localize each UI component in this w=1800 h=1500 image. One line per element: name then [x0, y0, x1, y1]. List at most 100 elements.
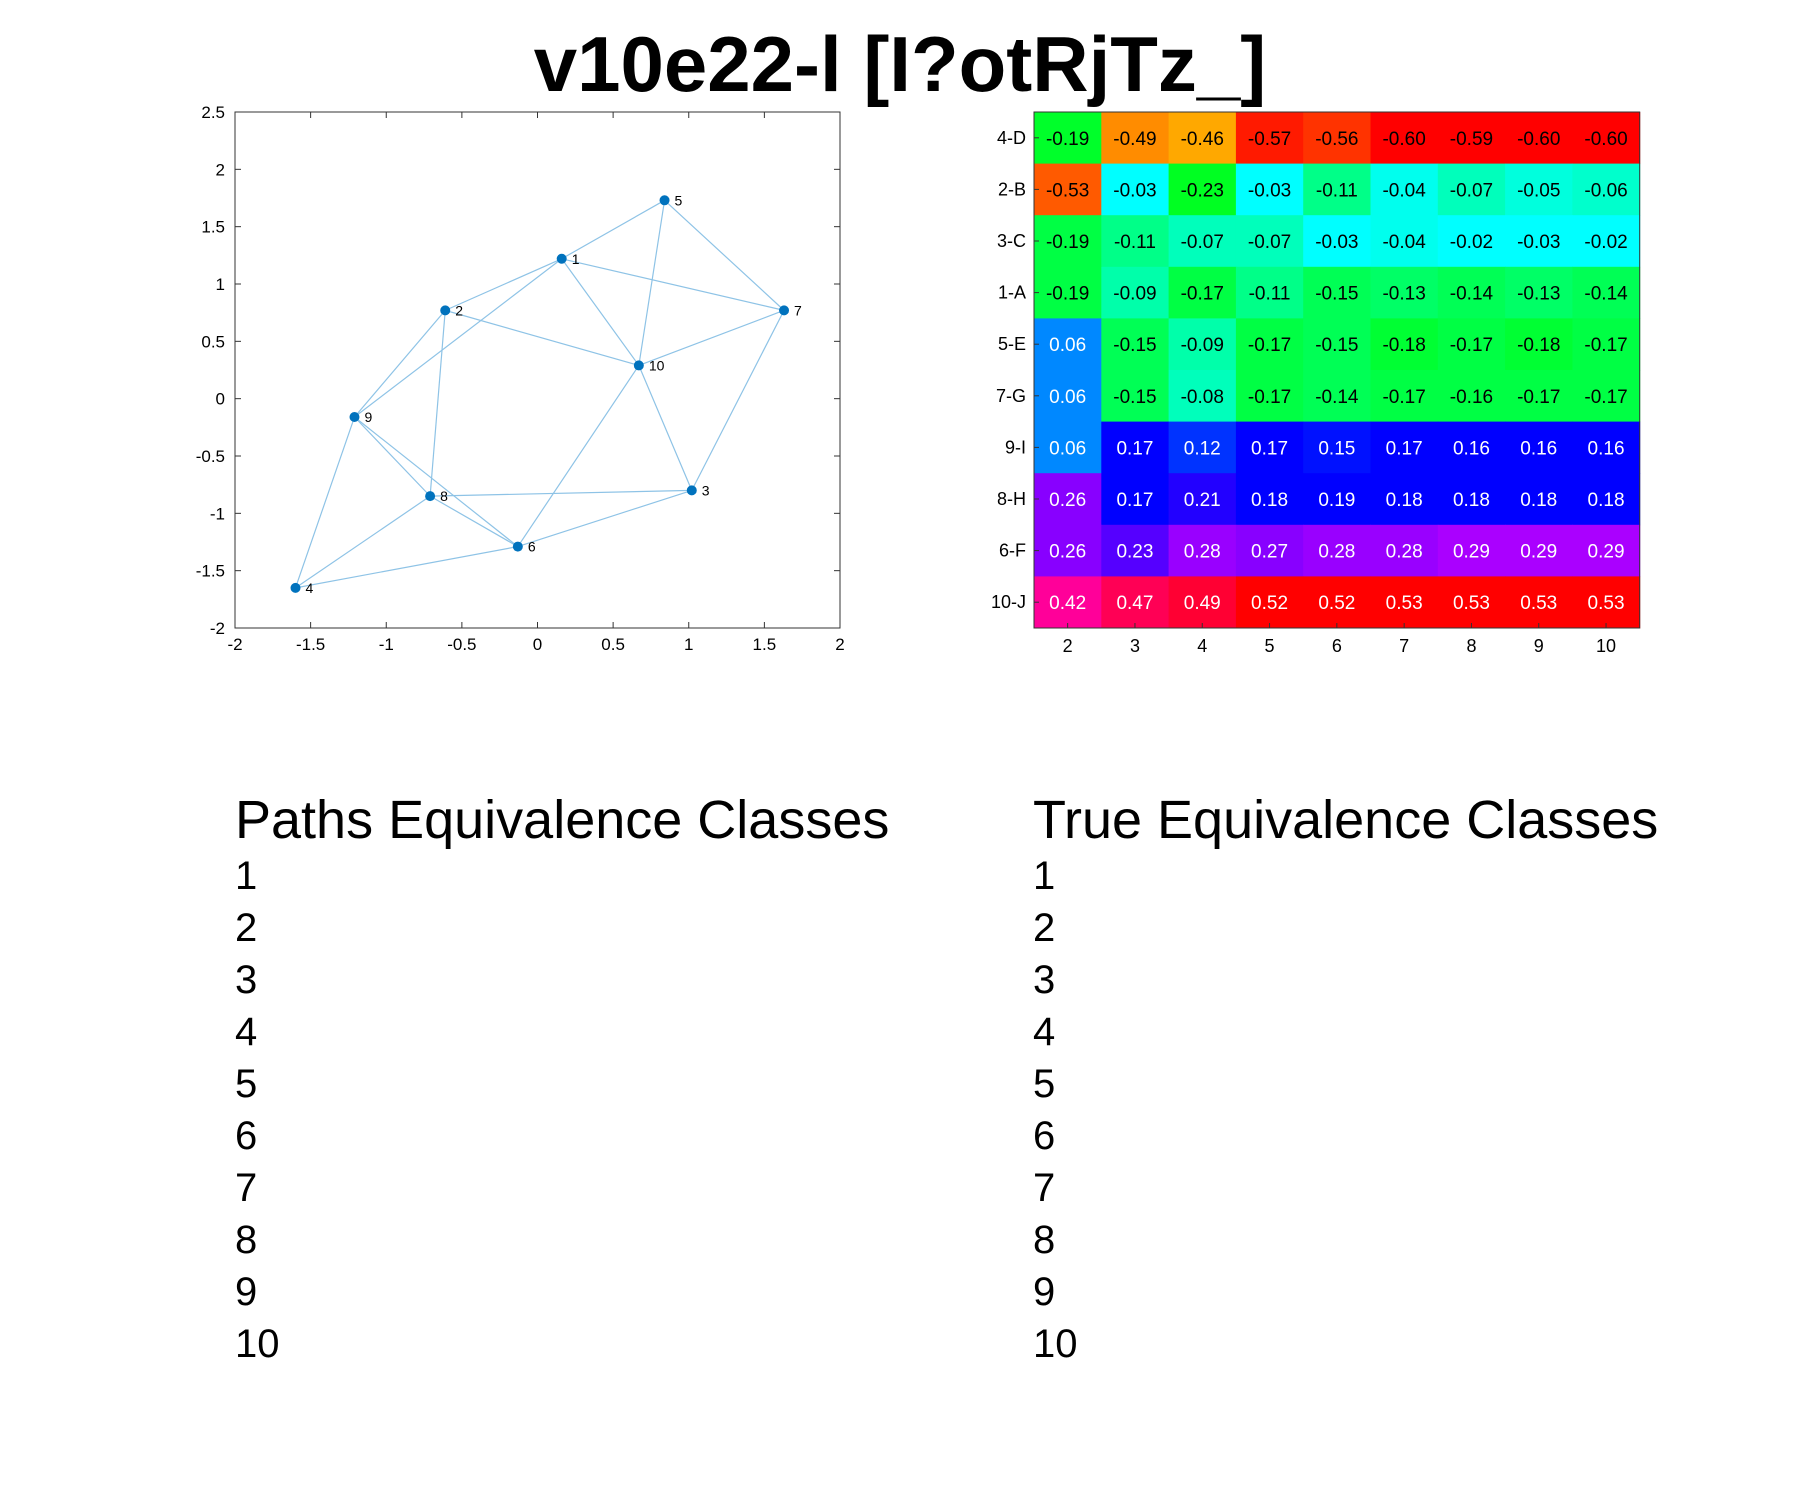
- heatmap-cell: [1437, 370, 1506, 423]
- heatmap-cell: [1370, 421, 1439, 474]
- heatmap-cell: [1034, 421, 1102, 474]
- heatmap-cell: [1370, 473, 1439, 526]
- heatmap-value: -0.13: [1382, 284, 1425, 305]
- heatmap-cell: [1505, 215, 1573, 268]
- heatmap-value: -0.07: [1450, 180, 1493, 201]
- heatmap-cell: [1034, 473, 1102, 526]
- node-label: 5: [675, 192, 683, 208]
- heatmap-value: -0.15: [1315, 335, 1358, 356]
- heatmap-cell: [1034, 318, 1102, 371]
- heatmap-value: 0.53: [1453, 593, 1490, 614]
- graph-plot: -2 -1.5 -1 -0.5 0 0.5 1 1.5 2 -2 -1.5 -1 -0.5 0 0.5 1 1.…: [196, 103, 845, 654]
- heatmap-value: 0.17: [1116, 490, 1153, 511]
- heatmap-value: 0.52: [1251, 593, 1288, 614]
- heatmap-cell: [1168, 370, 1237, 423]
- heatmap-value: -0.06: [1584, 180, 1627, 201]
- heatmap-cell: [1572, 370, 1641, 423]
- graph-edge: [354, 258, 563, 418]
- heatmap-value: 0.42: [1049, 593, 1086, 614]
- heatmap-cell: [1370, 215, 1439, 268]
- heatmap-value: -0.18: [1382, 335, 1425, 356]
- x-tick-label: -0.5: [447, 635, 476, 654]
- paths-class-item: 4: [235, 1010, 258, 1054]
- paths-class-item: 9: [235, 1270, 258, 1314]
- heatmap-cell: [1168, 576, 1237, 629]
- heatmap-value: -0.19: [1046, 284, 1089, 305]
- heatmap-value: 0.21: [1184, 490, 1221, 511]
- heatmap-value: -0.04: [1382, 180, 1426, 201]
- heatmap-value: -0.15: [1315, 284, 1358, 305]
- heatmap-cell: [1437, 318, 1506, 371]
- graph-node: [659, 195, 670, 206]
- heatmap-value: 0.26: [1049, 490, 1086, 511]
- heatmap-value: 0.17: [1386, 438, 1423, 459]
- paths-class-item: 10: [235, 1322, 280, 1366]
- heatmap-cell: [1370, 266, 1439, 319]
- heatmap-cell: [1101, 370, 1170, 423]
- heatmap-value: 0.53: [1520, 593, 1557, 614]
- heatmap-cell: [1505, 524, 1573, 577]
- graph-node: [779, 305, 790, 316]
- paths-class-item: 6: [235, 1114, 258, 1158]
- y-tick-label: 1: [216, 275, 225, 294]
- x-tick-label: 1.5: [753, 635, 777, 654]
- heatmap-cell: [1370, 576, 1439, 629]
- paths-classes-list: 1 2 3 4 5 6 7 8 9 10: [235, 850, 889, 1370]
- heatmap-cell: [1101, 112, 1170, 165]
- graph-edge: [354, 416, 519, 548]
- true-class-item: 2: [1033, 906, 1056, 950]
- heatmap-cell: [1303, 421, 1371, 474]
- true-class-item: 1: [1033, 854, 1056, 898]
- heatmap-value: -0.09: [1181, 335, 1224, 356]
- heatmap-cell: [1101, 318, 1170, 371]
- heatmap-cell: [1168, 318, 1237, 371]
- graph-edge: [517, 365, 640, 547]
- heatmap-value: -0.49: [1113, 129, 1156, 150]
- heatmap-value: -0.03: [1315, 232, 1358, 253]
- graph-edge: [561, 258, 640, 366]
- heatmap-cell: [1572, 112, 1641, 165]
- heatmap-value: -0.15: [1113, 387, 1156, 408]
- heatmap-cell: [1235, 524, 1304, 577]
- node-label: 2: [455, 302, 463, 318]
- heatmap-value: -0.13: [1517, 284, 1560, 305]
- graph-edge: [429, 310, 446, 497]
- heatmap-cell: [1303, 163, 1371, 216]
- true-class-item: 10: [1033, 1322, 1078, 1366]
- paths-class-item: 3: [235, 958, 258, 1002]
- heatmap-cell: [1505, 163, 1573, 216]
- y-tick-label: -1.5: [196, 562, 225, 581]
- node-label: 6: [528, 539, 536, 555]
- heatmap-value: -0.03: [1517, 232, 1560, 253]
- graph-edge: [294, 416, 356, 589]
- heatmap-cell: [1437, 215, 1506, 268]
- graph-edge: [354, 416, 431, 497]
- x-tick-label: 1: [684, 635, 693, 654]
- heatmap-value: 0.18: [1386, 490, 1423, 511]
- x-tick-label: -1.5: [296, 635, 325, 654]
- heatmap-cell: [1168, 112, 1237, 165]
- node-label: 8: [440, 488, 448, 504]
- heatmap-cell: [1505, 318, 1573, 371]
- heatmap-cell: [1101, 266, 1170, 319]
- graph-node: [290, 582, 301, 593]
- true-equivalence-classes: True Equivalence Classes 1 2 3 4 5 6 7 8 9 10: [1033, 790, 1658, 1370]
- heatmap-cell: [1168, 215, 1237, 268]
- heatmap-value: -0.23: [1181, 180, 1224, 201]
- heatmap-cell: [1034, 370, 1102, 423]
- true-class-item: 6: [1033, 1114, 1056, 1158]
- heatmap-cell: [1437, 266, 1506, 319]
- x-tick-label: 0.5: [601, 635, 625, 654]
- heatmap-value: 0.17: [1116, 438, 1153, 459]
- y-tick-label: -1: [210, 504, 225, 523]
- heatmap-cell: [1303, 473, 1371, 526]
- heatmap-value: 0.18: [1251, 490, 1288, 511]
- heatmap-cell: [1437, 163, 1506, 216]
- heatmap-value: 0.17: [1251, 438, 1288, 459]
- col-label: 3: [1130, 636, 1140, 656]
- heatmap-value: -0.11: [1114, 232, 1156, 253]
- heatmap-value: 0.29: [1588, 542, 1625, 563]
- y-tick-label: 2: [216, 160, 225, 179]
- heatmap-value: -0.15: [1113, 335, 1156, 356]
- y-tick-label: -0.5: [196, 447, 225, 466]
